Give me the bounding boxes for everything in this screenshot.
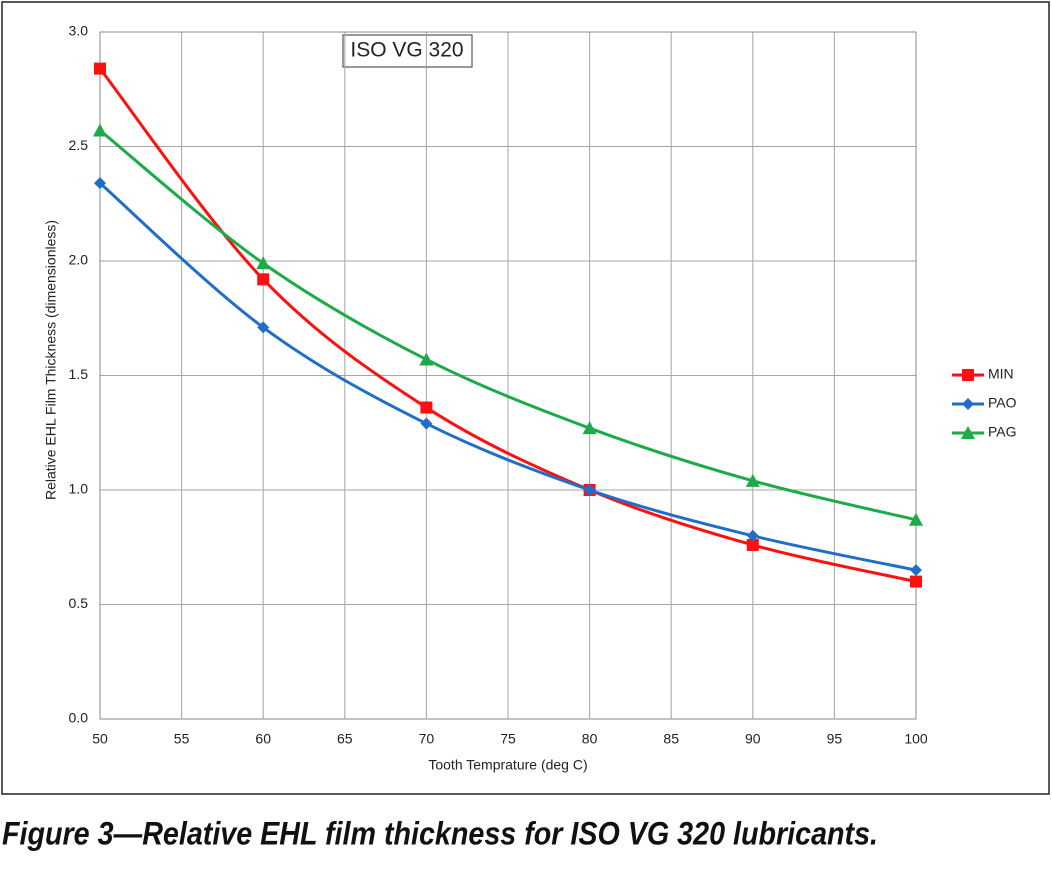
marker <box>745 473 760 487</box>
series-line <box>99 129 917 522</box>
marker <box>910 575 922 588</box>
marker <box>420 417 433 430</box>
marker <box>582 421 597 435</box>
y-tick-label: 1.0 <box>69 481 89 497</box>
x-tick-label: 85 <box>663 731 679 747</box>
legend-label: PAG <box>988 424 1017 440</box>
marker <box>419 352 434 366</box>
y-tick-label: 0.5 <box>69 595 89 611</box>
marker <box>962 398 974 410</box>
x-tick-label: 50 <box>92 731 108 747</box>
y-tick-label: 0.0 <box>69 710 89 726</box>
legend-label: PAO <box>988 395 1017 411</box>
marker <box>94 62 106 75</box>
x-tick-label: 65 <box>337 731 353 747</box>
x-tick-label: 75 <box>500 731 516 747</box>
marker <box>910 564 922 577</box>
marker <box>93 123 107 137</box>
chart-frame <box>1 1 1050 795</box>
series-line <box>99 182 917 572</box>
y-axis-label: Relative EHL Film Thickness (dimensionle… <box>43 220 59 500</box>
marker <box>962 369 974 381</box>
x-tick-label: 80 <box>582 731 598 747</box>
chart-title: ISO VG 320 <box>350 39 463 62</box>
marker <box>961 426 975 439</box>
y-tick-label: 2.0 <box>69 252 89 268</box>
x-tick-label: 90 <box>745 731 761 747</box>
x-tick-label: 100 <box>904 731 928 747</box>
x-tick-label: 95 <box>827 731 843 747</box>
marker <box>257 273 270 286</box>
y-tick-label: 2.5 <box>69 137 89 153</box>
x-tick-label: 70 <box>419 731 435 747</box>
y-tick-label: 1.5 <box>69 366 89 382</box>
x-tick-label: 60 <box>255 731 271 747</box>
marker <box>256 256 271 270</box>
marker <box>746 529 759 542</box>
marker <box>420 401 433 414</box>
marker <box>746 538 759 551</box>
marker <box>257 321 270 334</box>
plot-border <box>99 31 917 720</box>
caption: Figure 3—Relative EHL film thickness for… <box>2 815 878 851</box>
legend-label: MIN <box>988 366 1014 382</box>
title-box <box>342 34 473 68</box>
marker <box>909 512 923 526</box>
marker <box>94 177 106 190</box>
y-tick-label: 3.0 <box>69 23 89 39</box>
x-tick-label: 55 <box>174 731 190 747</box>
x-axis-label: Tooth Temprature (deg C) <box>428 757 587 773</box>
marker <box>583 484 596 496</box>
